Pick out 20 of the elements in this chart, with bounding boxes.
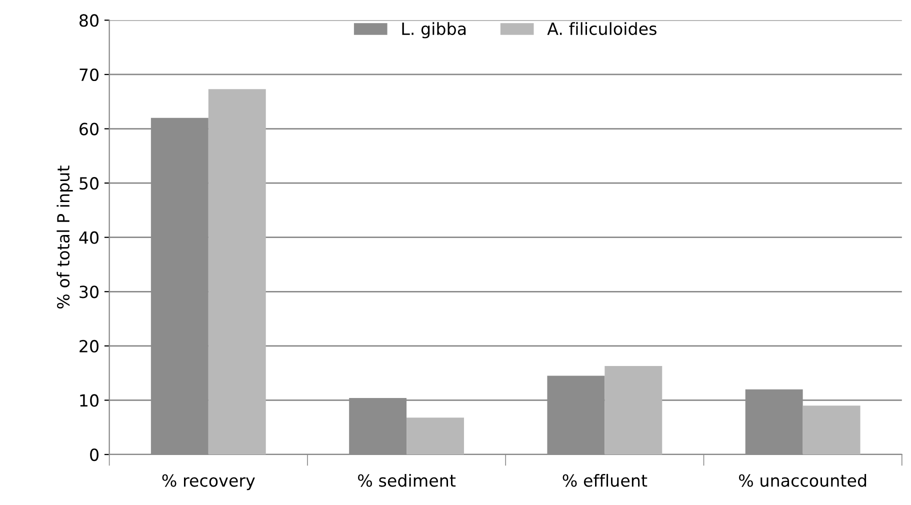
x-tick-label: % effluent xyxy=(562,474,648,487)
legend-label: L. gibba xyxy=(402,22,466,38)
y-tick-label: 0 xyxy=(90,448,98,462)
y-tick-label: 30 xyxy=(80,286,98,298)
y-tick-label: 70 xyxy=(80,68,98,82)
y-tick-label: 10 xyxy=(80,394,98,407)
y-tick-label: 80 xyxy=(80,14,98,27)
y-tick-label: 60 xyxy=(80,122,98,136)
y-tick-label: 20 xyxy=(80,340,98,352)
y-axis-title: % of total P input xyxy=(56,166,73,308)
y-tick-label: 50 xyxy=(80,177,98,190)
x-tick-label: % unaccounted xyxy=(738,474,866,487)
x-tick-label: % recovery xyxy=(162,474,255,490)
bar xyxy=(208,89,266,454)
bar xyxy=(604,366,662,454)
x-tick-label: % sediment xyxy=(358,474,456,487)
y-tick-label: 40 xyxy=(79,231,98,244)
bar xyxy=(406,418,464,454)
bar xyxy=(802,406,860,454)
legend-label: A. filiculoides xyxy=(547,22,656,36)
